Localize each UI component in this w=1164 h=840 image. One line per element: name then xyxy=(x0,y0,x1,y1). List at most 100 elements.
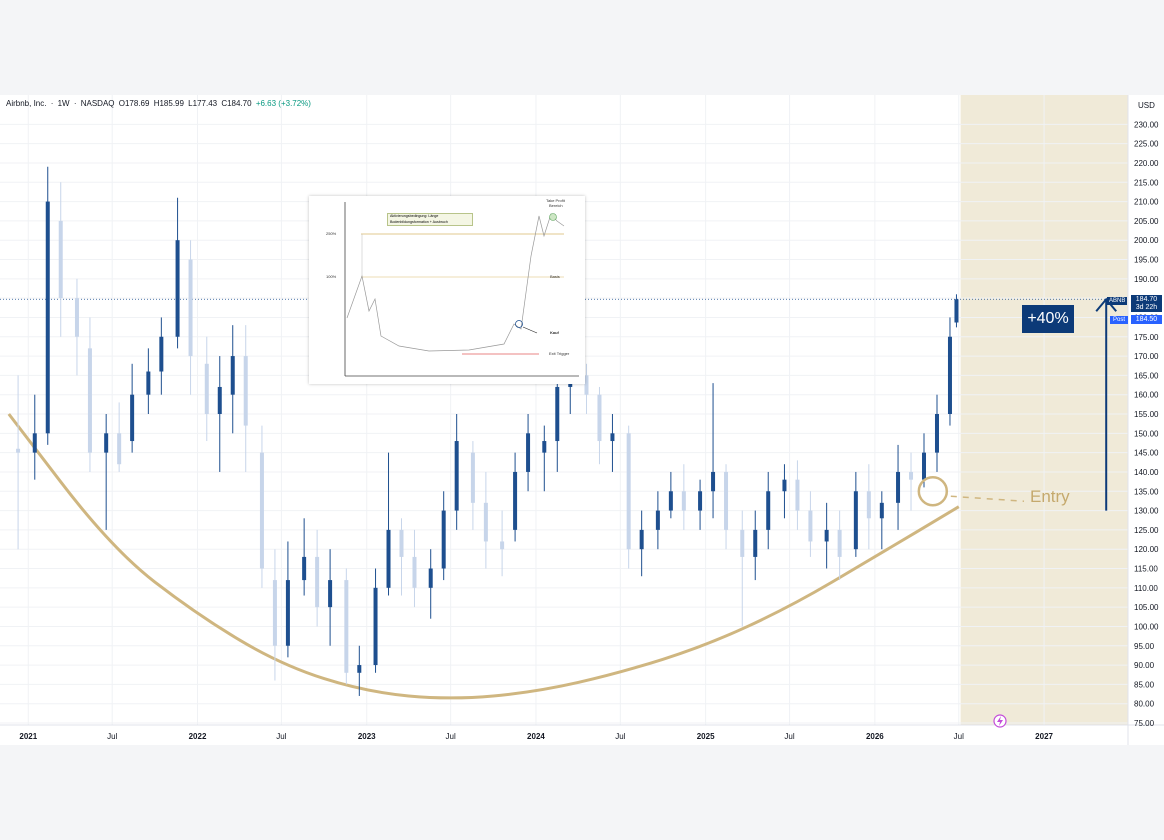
price-tick-label: 110.00 xyxy=(1134,584,1158,593)
price-chart[interactable]: 75.00 80.00 85.00 90.00 95.00 100.00 105.00 110… xyxy=(0,95,1164,745)
candle-body[interactable] xyxy=(681,491,686,511)
candle-body[interactable] xyxy=(655,510,660,530)
candle-body[interactable] xyxy=(879,502,884,519)
candle-body[interactable] xyxy=(597,394,602,442)
candle-body[interactable] xyxy=(526,433,531,472)
candle-body[interactable] xyxy=(399,529,404,557)
candle-body[interactable] xyxy=(74,298,79,337)
candle-body[interactable] xyxy=(853,491,858,550)
price-tick-label: 120.00 xyxy=(1134,545,1159,554)
inset-take-profit: Take Profit xyxy=(546,198,565,203)
candle-body[interactable] xyxy=(954,299,959,323)
candle-body[interactable] xyxy=(668,491,673,511)
candle-body[interactable] xyxy=(837,529,842,557)
candle-body[interactable] xyxy=(724,471,729,530)
candle-body[interactable] xyxy=(483,502,488,542)
candle-body[interactable] xyxy=(824,529,829,542)
candle-body[interactable] xyxy=(175,240,180,337)
time-tick-label: Jul xyxy=(784,732,794,741)
candle-body[interactable] xyxy=(204,363,209,414)
ohlc-high: H185.99 xyxy=(153,99,184,108)
candle-body[interactable] xyxy=(243,356,248,426)
candle-body[interactable] xyxy=(272,580,277,646)
inset-condition-line2: Bodenbildungsformation + Ausbruch xyxy=(390,219,448,224)
candle-body[interactable] xyxy=(386,529,391,588)
gain-badge: +40% xyxy=(1022,305,1074,333)
candle-body[interactable] xyxy=(428,568,433,588)
candle-body[interactable] xyxy=(866,491,871,519)
candle-body[interactable] xyxy=(626,433,631,550)
price-tick-label: 225.00 xyxy=(1134,140,1159,149)
candle-body[interactable] xyxy=(610,433,615,442)
symbol-header: Airbnb, Inc. · 1W · NASDAQ O178.69 H185.… xyxy=(6,99,311,108)
candle-body[interactable] xyxy=(230,356,235,395)
candle-body[interactable] xyxy=(584,375,589,395)
candle-body[interactable] xyxy=(698,491,703,511)
candle-body[interactable] xyxy=(711,471,716,492)
candle-body[interactable] xyxy=(146,371,151,395)
candle-body[interactable] xyxy=(500,541,505,550)
candle-body[interactable] xyxy=(740,529,745,557)
candle-body[interactable] xyxy=(58,220,63,299)
candle-body[interactable] xyxy=(357,665,362,673)
candle-body[interactable] xyxy=(753,529,758,557)
symbol-exchange: NASDAQ xyxy=(80,99,115,108)
candle-body[interactable] xyxy=(934,414,939,453)
price-tick-label: 130.00 xyxy=(1134,507,1159,516)
candle-body[interactable] xyxy=(117,433,122,465)
candle-body[interactable] xyxy=(188,259,193,357)
candle-body[interactable] xyxy=(639,529,644,550)
ohlc-low: L177.43 xyxy=(188,99,218,108)
candle-body[interactable] xyxy=(782,479,787,492)
candle-body[interactable] xyxy=(45,201,50,434)
candle-body[interactable] xyxy=(315,556,320,608)
price-tick-label: 125.00 xyxy=(1134,526,1159,535)
candle-body[interactable] xyxy=(555,386,560,442)
candle-body[interactable] xyxy=(159,336,164,372)
bar-countdown: 3d 22h xyxy=(1131,304,1162,312)
candle-body[interactable] xyxy=(922,452,927,480)
price-tick-label: 210.00 xyxy=(1134,198,1159,207)
candle-body[interactable] xyxy=(412,556,417,588)
time-tick-label: 2022 xyxy=(189,732,207,741)
currency-unit[interactable]: USD xyxy=(1138,101,1155,110)
candle-body[interactable] xyxy=(896,471,901,503)
candle-body[interactable] xyxy=(130,394,135,442)
candle-body[interactable] xyxy=(104,433,109,453)
time-tick-label: Jul xyxy=(954,732,964,741)
candle-body[interactable] xyxy=(259,452,264,569)
candle-body[interactable] xyxy=(441,510,446,569)
price-tick-label: 75.00 xyxy=(1134,719,1155,728)
symbol-interval: 1W xyxy=(57,99,70,108)
candle-body[interactable] xyxy=(344,580,349,673)
time-tick-label: Jul xyxy=(276,732,286,741)
price-tick-label: 215.00 xyxy=(1134,178,1159,187)
inset-level-250: 250% xyxy=(326,231,337,236)
candle-body[interactable] xyxy=(947,336,952,414)
candle-body[interactable] xyxy=(302,556,307,581)
candle-body[interactable] xyxy=(32,433,37,453)
strategy-inset: Aktivierungsbedingung: Länge Bodenbildun… xyxy=(309,196,585,384)
candle-body[interactable] xyxy=(373,587,378,666)
candle-body[interactable] xyxy=(16,448,21,453)
price-tick-label: 190.00 xyxy=(1134,275,1159,284)
candle-body[interactable] xyxy=(542,441,547,453)
candle-body[interactable] xyxy=(454,441,459,511)
candle-body[interactable] xyxy=(87,348,92,453)
inset-kauf: Kauf xyxy=(550,330,559,335)
candle-body[interactable] xyxy=(795,479,800,511)
candle-body[interactable] xyxy=(285,580,290,646)
candle-body[interactable] xyxy=(766,491,771,530)
inset-exit-trigger: Exit Trigger xyxy=(549,351,570,356)
inset-level-100: 100% xyxy=(326,274,337,279)
candle-body[interactable] xyxy=(909,471,914,480)
candle-body[interactable] xyxy=(217,386,222,414)
time-tick-label: 2025 xyxy=(697,732,715,741)
candle-body[interactable] xyxy=(470,452,475,503)
candle-body[interactable] xyxy=(808,510,813,542)
candle-body[interactable] xyxy=(513,471,518,530)
price-tick-label: 135.00 xyxy=(1134,487,1159,496)
inset-condition-box: Aktivierungsbedingung: Länge Bodenbildun… xyxy=(387,213,473,226)
candle-body[interactable] xyxy=(328,580,333,608)
lightning-icon xyxy=(997,716,1003,726)
